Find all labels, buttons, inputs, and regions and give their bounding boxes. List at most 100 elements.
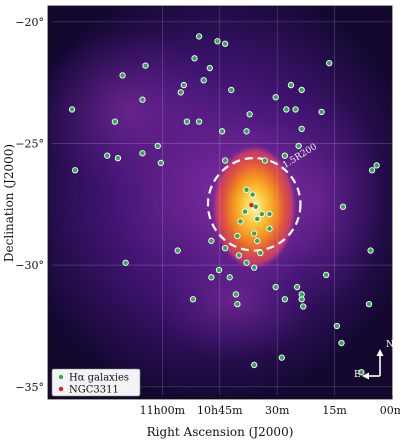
halpha-point-75 <box>333 322 341 330</box>
halpha-point-42 <box>241 208 249 215</box>
halpha-point-22 <box>111 118 119 125</box>
density-blob-northwest <box>48 30 225 190</box>
halpha-point-24 <box>195 118 203 125</box>
halpha-point-35 <box>114 154 122 162</box>
compass-north-label: N <box>386 340 394 350</box>
halpha-point-15 <box>283 106 290 113</box>
halpha-point-57 <box>367 247 374 254</box>
halpha-point-19 <box>318 108 325 116</box>
halpha-point-50 <box>234 232 241 240</box>
halpha-point-44 <box>266 210 273 218</box>
halpha-point-17 <box>139 96 146 103</box>
halpha-point-6 <box>326 60 333 67</box>
halpha-point-20 <box>246 111 253 118</box>
legend-marker-ngc3311 <box>58 386 64 392</box>
halpha-point-63 <box>215 266 223 274</box>
halpha-point-49 <box>254 237 261 244</box>
legend-label-halpha: Hα galaxies <box>69 373 129 384</box>
halpha-point-64 <box>208 274 215 281</box>
halpha-point-69 <box>281 296 288 303</box>
halpha-point-79 <box>358 369 365 376</box>
halpha-point-5 <box>206 64 213 72</box>
halpha-point-8 <box>180 81 187 89</box>
halpha-point-58 <box>122 259 129 266</box>
compass-east-label: E <box>354 370 361 380</box>
halpha-point-39 <box>243 186 250 193</box>
halpha-point-41 <box>252 203 259 210</box>
halpha-point-12 <box>298 86 305 94</box>
halpha-point-9 <box>119 72 126 79</box>
compass-east-arrowhead <box>362 372 369 380</box>
y-axis-ticks: −20° −25° −30° −35° <box>15 16 52 394</box>
halpha-point-27 <box>295 142 302 150</box>
halpha-point-16 <box>292 106 299 113</box>
halpha-point-71 <box>298 291 305 298</box>
halpha-point-45 <box>237 218 244 225</box>
halpha-point-54 <box>221 244 229 252</box>
halpha-point-56 <box>257 249 264 257</box>
halpha-point-47 <box>266 225 273 232</box>
y-tick-label-2: −30° <box>15 259 44 272</box>
halpha-point-73 <box>365 300 373 308</box>
halpha-point-21 <box>298 125 305 133</box>
x-tick-label-1: 10h45m <box>197 404 243 417</box>
halpha-point-43 <box>258 210 266 218</box>
legend: Hα galaxies NGC3311 <box>51 368 141 397</box>
x-axis-ticks: 11h00m 10h45m 30m 15m 00m <box>140 395 400 417</box>
halpha-point-13 <box>272 94 279 101</box>
legend-marker-halpha <box>58 373 65 380</box>
x-tick-label-0: 11h00m <box>140 404 186 417</box>
y-tick-label-0: −20° <box>15 16 44 29</box>
halpha-point-7 <box>200 77 207 84</box>
halpha-point-3 <box>142 62 149 69</box>
halpha-point-37 <box>373 162 380 169</box>
halpha-point-48 <box>251 230 258 237</box>
plot-area: 1.5R200 <box>48 6 392 399</box>
halpha-point-67 <box>232 291 239 298</box>
halpha-point-33 <box>104 152 111 159</box>
halpha-point-2 <box>221 40 229 47</box>
halpha-point-76 <box>338 339 345 347</box>
halpha-point-62 <box>323 271 330 279</box>
halpha-point-32 <box>281 152 288 159</box>
halpha-point-78 <box>251 361 258 369</box>
halpha-point-65 <box>293 283 301 291</box>
halpha-point-52 <box>208 237 215 244</box>
x-tick-label-2: 30m <box>265 404 290 417</box>
y-tick-label-3: −35° <box>15 381 44 394</box>
r200-circle <box>206 156 302 252</box>
halpha-point-51 <box>339 203 347 210</box>
halpha-point-0 <box>195 33 203 40</box>
y-axis-label: Declination (J2000) <box>2 144 16 262</box>
halpha-point-31 <box>261 157 269 164</box>
x-tick-label-3: 15m <box>322 404 347 417</box>
halpha-point-23 <box>183 118 191 125</box>
halpha-point-34 <box>157 159 164 167</box>
halpha-point-61 <box>226 274 233 281</box>
halpha-point-72 <box>234 300 241 308</box>
x-tick-label-4: 00m <box>380 404 400 417</box>
halpha-point-77 <box>278 354 285 361</box>
halpha-point-25 <box>218 128 226 135</box>
halpha-point-26 <box>243 128 250 135</box>
halpha-point-11 <box>287 81 295 89</box>
x-axis-label: Right Ascension (J2000) <box>147 425 294 439</box>
halpha-point-28 <box>154 142 161 150</box>
compass-north-arrowhead <box>376 349 384 356</box>
ngc3311-point-0 <box>249 202 254 208</box>
halpha-point-53 <box>235 252 243 259</box>
points-layer <box>68 33 380 376</box>
halpha-point-55 <box>174 247 181 254</box>
halpha-point-60 <box>251 264 258 271</box>
halpha-point-36 <box>71 167 79 174</box>
halpha-point-66 <box>272 283 279 291</box>
halpha-point-40 <box>249 191 256 198</box>
legend-label-ngc3311: NGC3311 <box>69 385 119 396</box>
legend-box <box>51 368 141 397</box>
halpha-point-38 <box>368 167 376 174</box>
halpha-point-18 <box>68 106 76 113</box>
halpha-point-74 <box>300 303 307 310</box>
halpha-point-10 <box>177 89 184 96</box>
y-tick-label-1: −25° <box>15 137 44 150</box>
halpha-point-29 <box>139 150 146 157</box>
